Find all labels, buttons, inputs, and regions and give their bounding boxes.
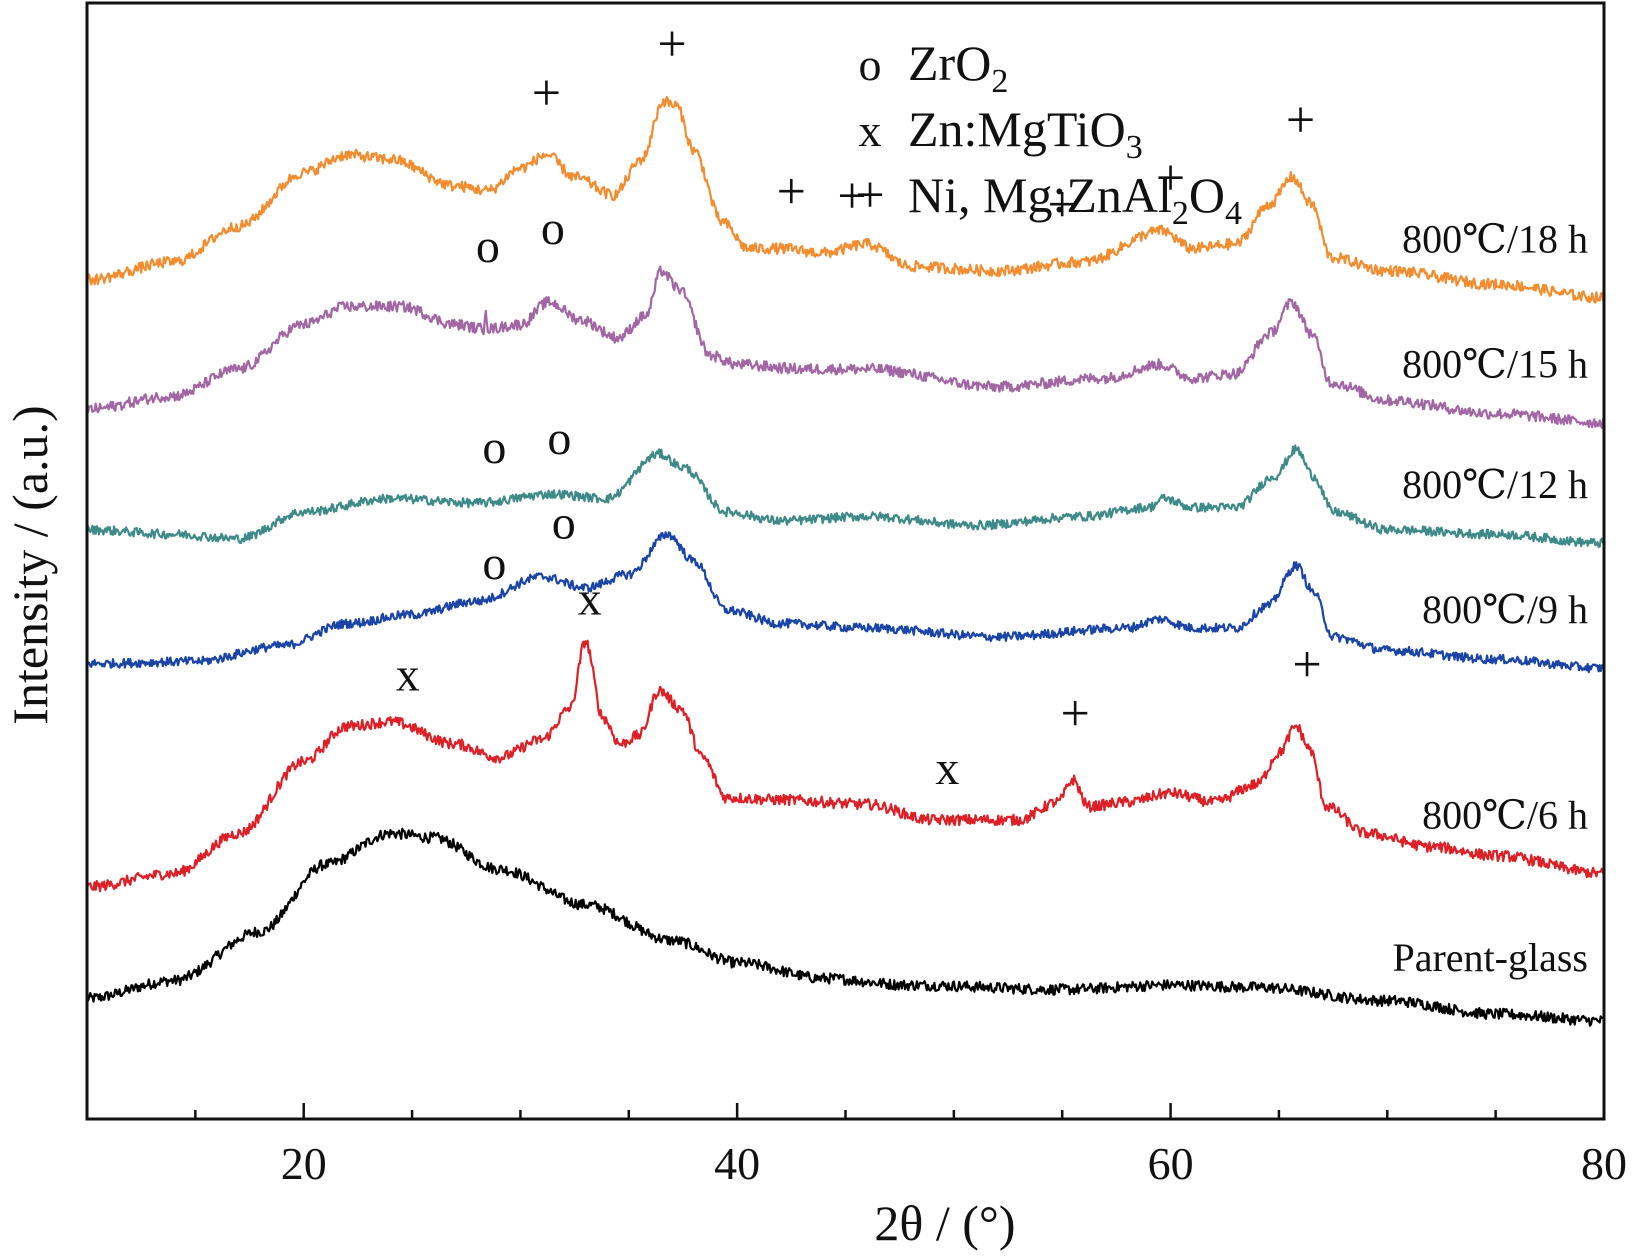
- series-line-2: [86, 531, 1606, 674]
- peak-marker-13: x: [578, 573, 602, 626]
- legend-label-2: Ni, Mg:ZnAl2O4: [908, 167, 1242, 232]
- peak-marker-6: +: [1286, 92, 1315, 149]
- series-label-1: 800℃/6 h: [1422, 793, 1588, 838]
- peak-marker-10: o: [547, 412, 571, 465]
- series-line-1: [85, 639, 1605, 893]
- legend-marker-2: +: [855, 167, 884, 224]
- series-line-3: [85, 444, 1605, 548]
- peak-marker-7: o: [476, 220, 500, 273]
- peak-marker-2: +: [777, 163, 806, 220]
- peak-marker-16: +: [1061, 686, 1090, 743]
- legend-label-1: Zn:MgTiO3: [908, 101, 1143, 166]
- x-tick-label-40: 40: [714, 1138, 760, 1189]
- series-label-2: 800℃/9 h: [1422, 587, 1588, 632]
- series-line-4: [85, 265, 1606, 429]
- x-axis-title: 2θ / (°): [874, 1195, 1015, 1251]
- peak-marker-17: +: [1292, 637, 1321, 694]
- series-line-5: [85, 96, 1605, 304]
- peak-marker-8: o: [541, 202, 565, 255]
- peak-marker-12: o: [552, 497, 576, 550]
- peak-marker-15: x: [935, 742, 959, 795]
- x-axis-ticks: 20 40 60 80: [85, 1103, 1627, 1189]
- peak-marker-11: o: [482, 537, 506, 590]
- peak-marker-5: +: [1156, 150, 1185, 207]
- legend-marker-1: x: [859, 105, 882, 156]
- series-label-3: 800℃/12 h: [1402, 462, 1588, 507]
- y-axis-title: Intensity / (a.u.): [2, 405, 58, 724]
- x-tick-label-20: 20: [281, 1138, 327, 1189]
- legend-marker-0: o: [859, 39, 882, 90]
- peak-marker-9: o: [482, 421, 506, 474]
- series-group: [85, 96, 1606, 1027]
- x-tick-label-80: 80: [1581, 1138, 1627, 1189]
- peak-marker-3: +: [837, 168, 866, 225]
- series-labels: Parent-glass 800℃/6 h 800℃/9 h 800℃/12 h 800…: [1392, 217, 1588, 980]
- series-label-4: 800℃/15 h: [1402, 342, 1588, 387]
- peak-marker-14: x: [396, 649, 420, 702]
- series-line-0: [85, 827, 1605, 1027]
- series-label-5: 800℃/18 h: [1402, 217, 1588, 262]
- x-tick-label-60: 60: [1148, 1138, 1194, 1189]
- peak-marker-0: +: [657, 16, 686, 73]
- series-label-0: Parent-glass: [1392, 935, 1588, 980]
- peak-marker-4: +: [1048, 177, 1077, 234]
- peak-marker-1: +: [532, 65, 561, 122]
- legend-label-0: ZrO2: [908, 35, 1008, 100]
